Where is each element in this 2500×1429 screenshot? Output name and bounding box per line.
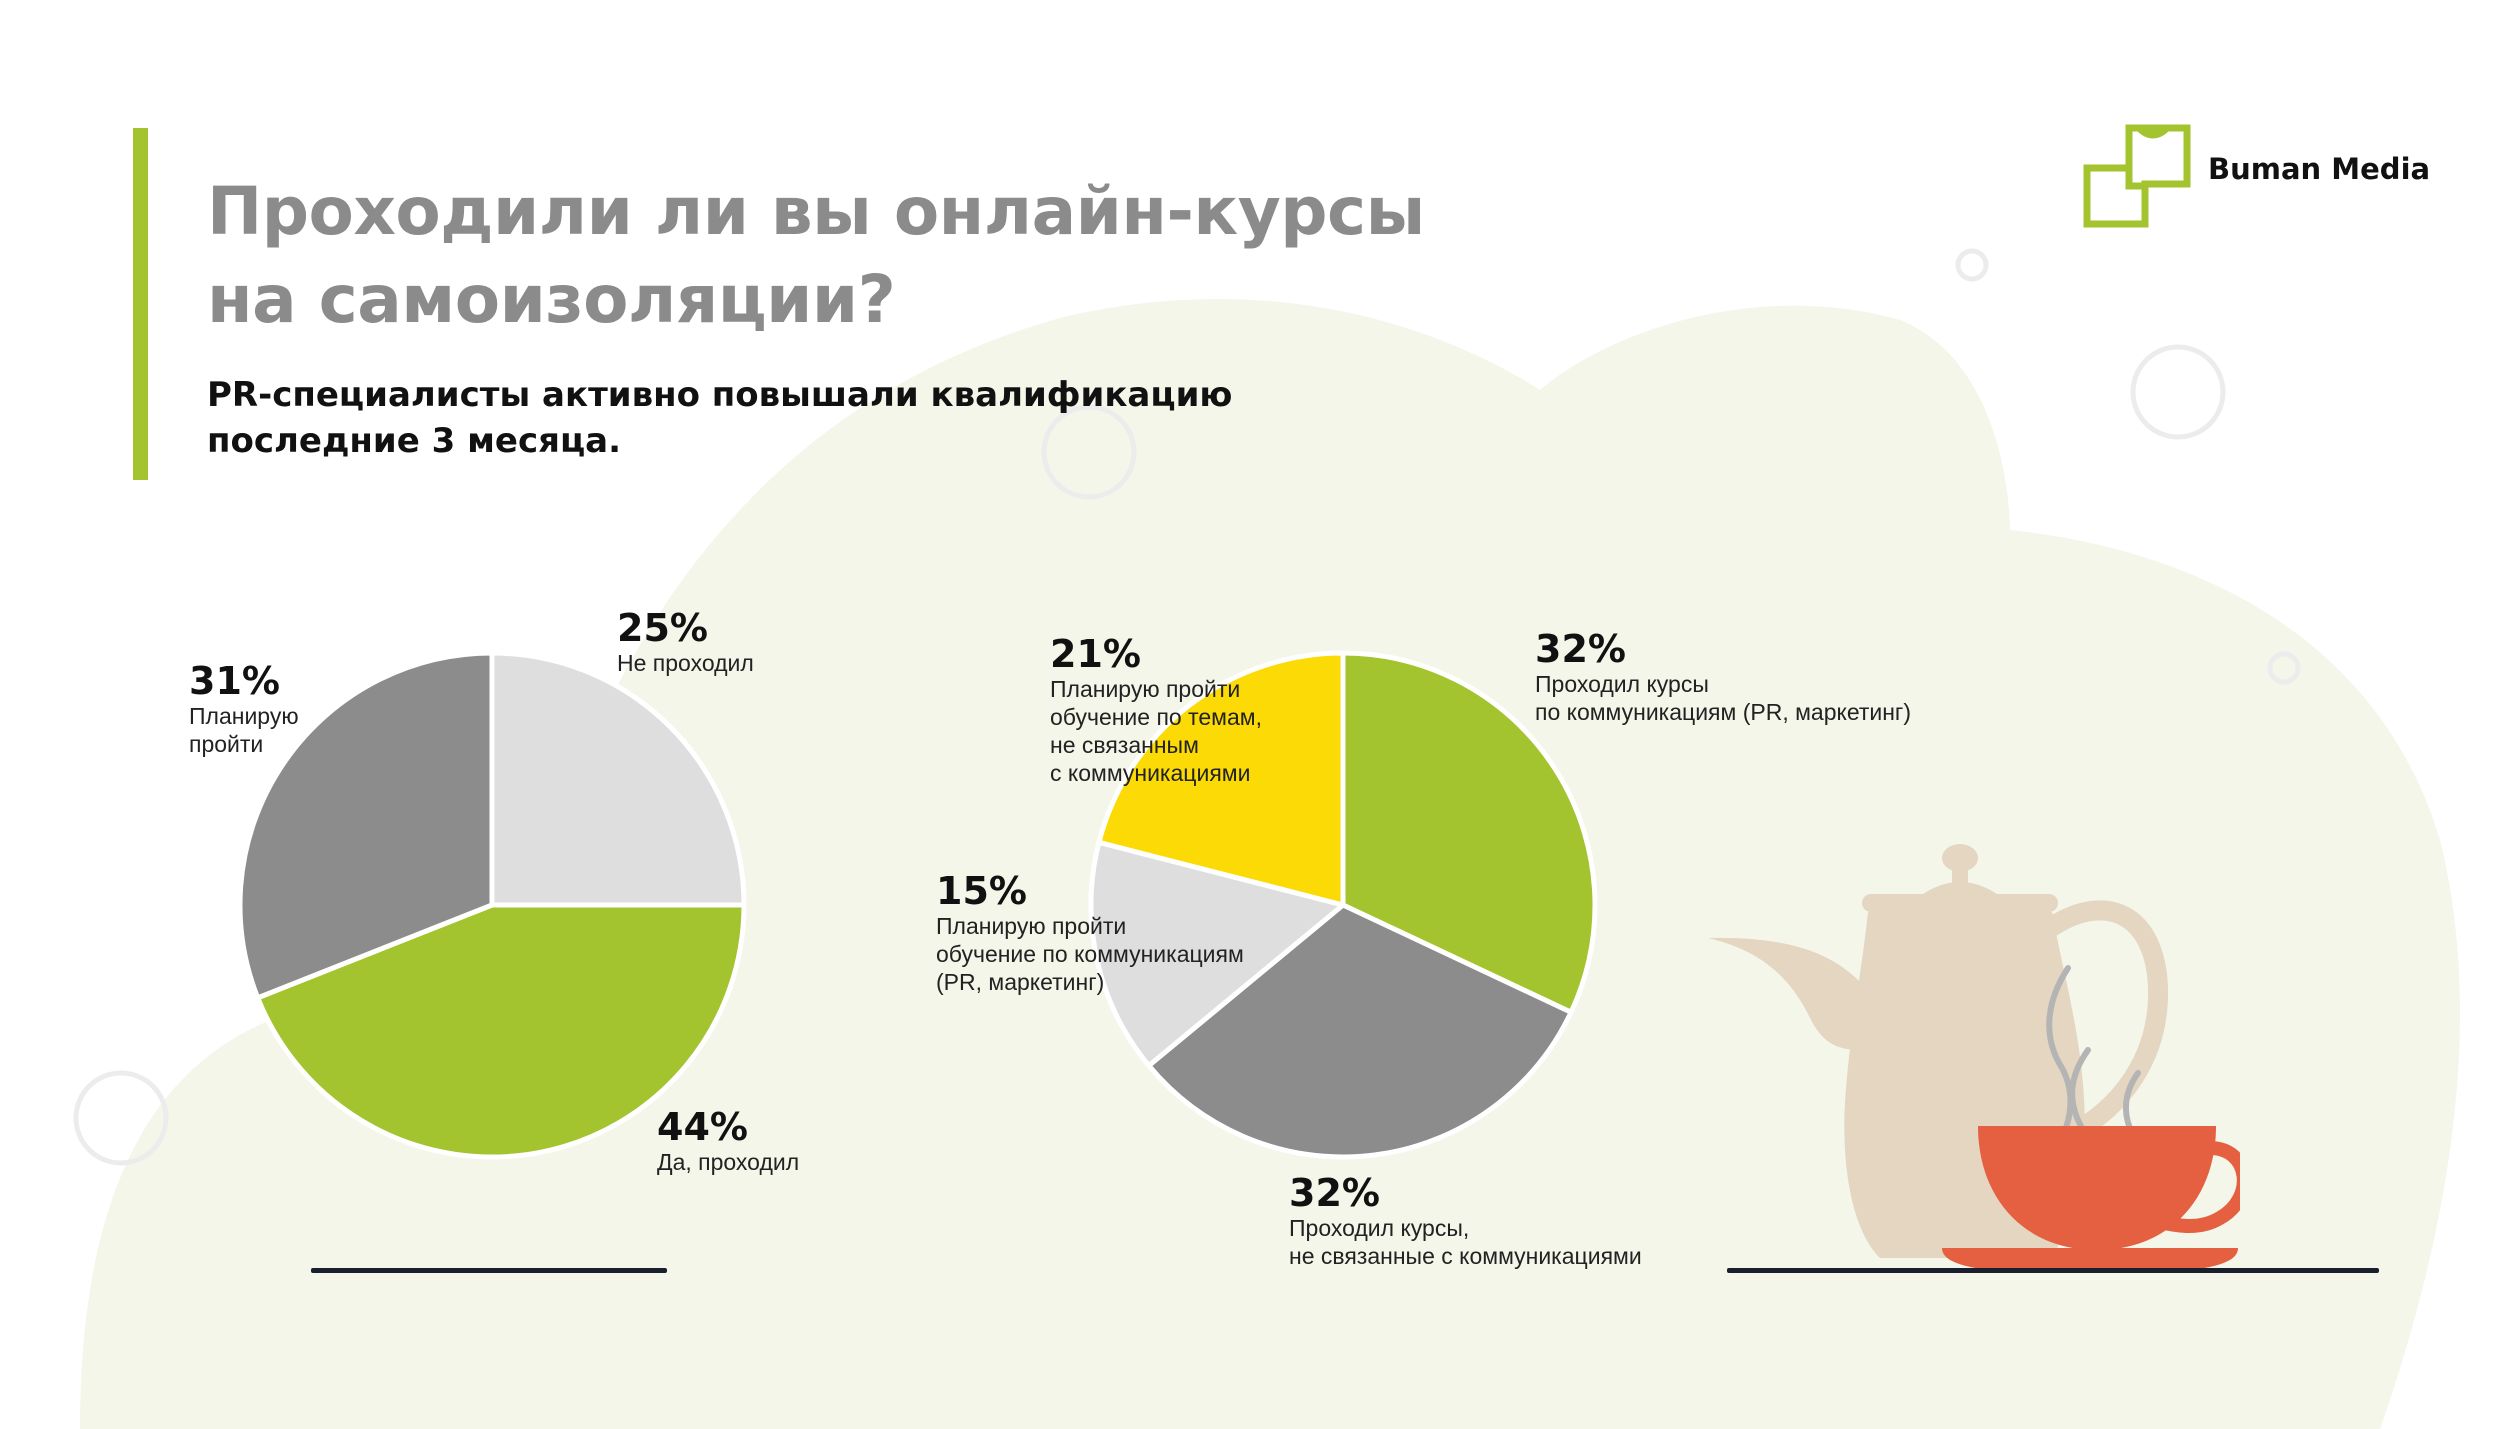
pie2-label-caption: Проходил курсы по коммуникациям (PR, мар… [1535,670,1911,726]
tea-baseline [1727,1268,2379,1273]
accent-bar [133,128,148,480]
page-title: Проходили ли вы онлайн-курсы на самоизол… [207,168,1607,344]
pie1-label-taken: 44% Да, проходил [657,1106,799,1176]
caption-line: Проходил курсы [1535,671,1709,697]
pie-chart-course-topics [1088,650,1598,1160]
pie1-label-percent: 31% [189,659,280,703]
pie2-slice-1 [1340,650,1598,1015]
pie2-label-plan-other: 21% Планирую пройти обучение по темам, н… [1050,633,1262,787]
title-line-2: на самоизоляции? [207,261,896,338]
title-line-1: Проходили ли вы онлайн-курсы [207,173,1425,250]
pie2-slice-3 [1088,839,1346,1069]
caption-line: Планирую пройти [936,913,1127,939]
pie1-label-percent: 44% [657,1105,748,1149]
pie2-label-plan-comm: 15% Планирую пройти обучение по коммуник… [936,870,1244,996]
caption-line: Планирую пройти [1050,676,1241,702]
pie1-label-caption: Не проходил [617,649,754,677]
brand-name: Buman Media [2208,152,2431,186]
caption-line: по коммуникациям (PR, маркетинг) [1535,699,1911,725]
pie2-label-caption: Планирую пройти обучение по коммуникация… [936,912,1244,996]
caption-line: с коммуникациями [1050,760,1251,786]
caption-line: не связанные с коммуникациями [1289,1243,1642,1269]
teacup-icon [1942,1126,2240,1268]
pie1-slice-2 [255,902,747,1160]
pie1-label-planning: 31% Планирую пройти [189,660,299,758]
caption-line: Проходил курсы, [1289,1215,1470,1241]
decorative-rings [73,248,2301,1166]
caption-line: Планирую [189,703,299,729]
pie2-label-caption: Планирую пройти обучение по темам, не св… [1050,675,1262,787]
pie2-label-caption: Проходил курсы, не связанные с коммуника… [1289,1214,1642,1270]
pie2-label-other-courses: 32% Проходил курсы, не связанные с комму… [1289,1172,1642,1270]
pie2-slice-4 [1096,650,1346,908]
pie-chart-online-courses [237,650,747,1160]
caption-line: (PR, маркетинг) [936,969,1105,995]
pie2-label-percent: 15% [936,869,1027,913]
subtitle-line-2: последние 3 месяца. [207,421,622,461]
pie1-label-not-taken: 25% Не проходил [617,607,754,677]
pie2-label-comm-courses: 32% Проходил курсы по коммуникациям (PR,… [1535,628,1911,726]
tea-illustration [1708,844,2240,1268]
logo-icon [2083,124,2191,228]
pie1-label-percent: 25% [617,606,708,650]
caption-line: не связанным [1050,732,1199,758]
pie2-label-percent: 21% [1050,632,1141,676]
pie2-label-percent: 32% [1289,1171,1380,1215]
pie1-slice-3 [237,650,495,1001]
pie2-label-percent: 32% [1535,627,1626,671]
caption-line: Да, проходил [657,1149,800,1175]
pie1-baseline [311,1268,667,1273]
subtitle-line-1: PR-специалисты активно повышали квалифик… [207,375,1233,415]
page-subtitle: PR-специалисты активно повышали квалифик… [207,372,1307,464]
caption-line: обучение по темам, [1050,704,1262,730]
caption-line: пройти [189,731,264,757]
pie1-label-caption: Да, проходил [657,1148,799,1176]
pie2-slice-2 [1146,902,1574,1160]
pie1-slice-1 [489,650,747,908]
pie1-label-caption: Планирую пройти [189,702,299,758]
caption-line: обучение по коммуникациям [936,941,1244,967]
caption-line: Не проходил [617,650,754,676]
